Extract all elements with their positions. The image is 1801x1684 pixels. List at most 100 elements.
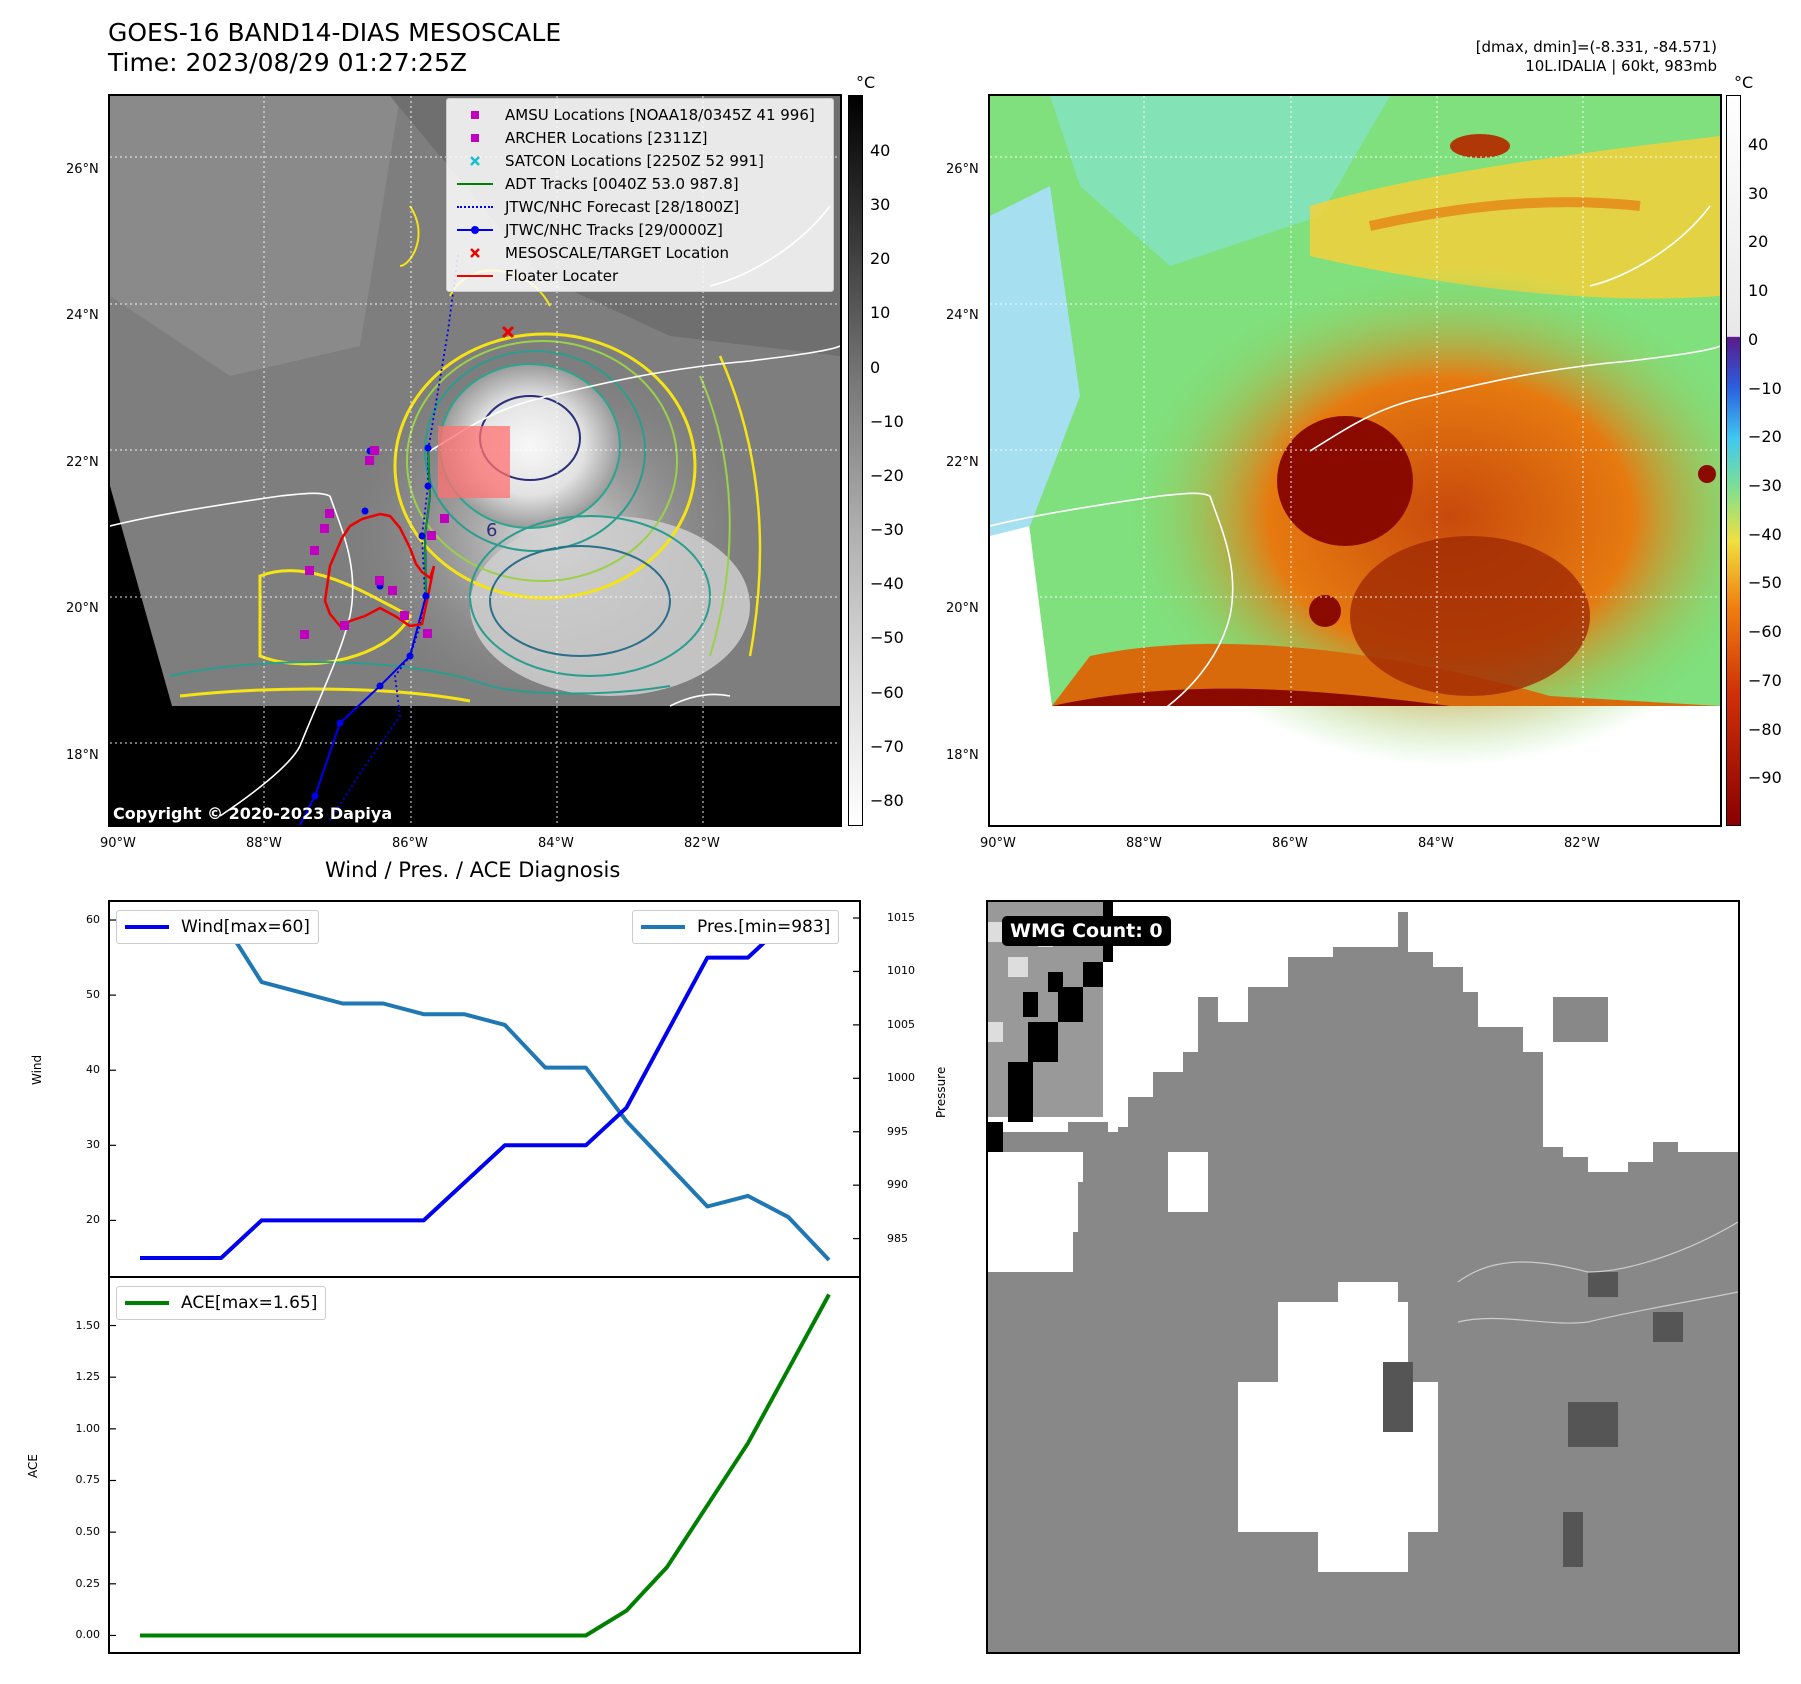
ir-color-map xyxy=(990,96,1720,825)
wmg-panel: WMG Count: 0 xyxy=(986,900,1740,1654)
ace-legend: ACE[max=1.65] xyxy=(116,1286,327,1320)
pressure-tick-label: 1000 xyxy=(887,1071,915,1085)
wind-axis-title: Wind xyxy=(30,1054,44,1085)
line-adt-icon xyxy=(455,174,495,194)
forecast-track xyxy=(327,254,459,824)
cb-tick: −10 xyxy=(1748,379,1782,398)
wmg-count-badge: WMG Count: 0 xyxy=(1002,916,1171,946)
cb-tick: −30 xyxy=(1748,476,1782,495)
legend-label: ADT Tracks [0040Z 53.0 987.8] xyxy=(505,174,739,193)
lat-label: 20°N xyxy=(66,601,99,616)
pressure-tick-label: 990 xyxy=(887,1178,908,1192)
gray-colorbar-unit: °C xyxy=(856,73,876,92)
wind-series-line xyxy=(140,918,829,1260)
chart-title: Wind / Pres. / ACE Diagnosis xyxy=(325,858,621,882)
legend-item-adt: ADT Tracks [0040Z 53.0 987.8] xyxy=(447,172,833,195)
lat-label: 18°N xyxy=(66,748,99,763)
lat-label: 22°N xyxy=(66,455,99,470)
gray-colorbar xyxy=(848,95,863,826)
wind-tick-label: 50 xyxy=(86,988,100,1002)
pressure-axis-title: Pressure xyxy=(934,1066,948,1118)
pressure-tick-label: 1015 xyxy=(887,911,915,925)
contour-value-label: 6 xyxy=(486,520,497,541)
floater-track xyxy=(323,512,436,628)
color-colorbar xyxy=(1726,95,1741,826)
cb-tick: −50 xyxy=(1748,573,1782,592)
wmg-grid xyxy=(988,902,1738,1652)
legend-label: ARCHER Locations [2311Z] xyxy=(505,128,708,147)
ace-tick-label: 0.75 xyxy=(75,1473,101,1487)
legend-item-floater: Floater Locater xyxy=(447,264,833,287)
line-dot-tracks-icon xyxy=(455,220,495,240)
cb-tick: 20 xyxy=(870,249,891,268)
wind-tick-label: 60 xyxy=(86,913,100,927)
lon-label: 82°W xyxy=(684,836,720,851)
ir-gray-map-panel: 6 AMSU Locations [NOAA18/0345Z 41 996] A… xyxy=(108,94,842,827)
cb-tick: −40 xyxy=(1748,525,1782,544)
target-x xyxy=(501,325,515,339)
lon-label: 90°W xyxy=(980,836,1016,851)
legend-label: JTWC/NHC Forecast [28/1800Z] xyxy=(505,197,740,216)
pressure-legend-swatch xyxy=(641,925,685,929)
dmax-dmin-text: [dmax, dmin]=(-8.331, -84.571) xyxy=(1475,38,1717,56)
legend-item-tracks: JTWC/NHC Tracks [29/0000Z] xyxy=(447,218,833,241)
wind-legend-swatch xyxy=(125,925,169,929)
cb-tick: −70 xyxy=(870,737,904,756)
wind-tick-label: 30 xyxy=(86,1138,100,1152)
square-amsu-icon xyxy=(455,105,495,125)
pressure-tick-label: 1010 xyxy=(887,964,915,978)
map-legend: AMSU Locations [NOAA18/0345Z 41 996] ARC… xyxy=(446,98,834,292)
lat-label: 20°N xyxy=(946,601,979,616)
x-target-icon xyxy=(455,243,495,263)
legend-label: AMSU Locations [NOAA18/0345Z 41 996] xyxy=(505,105,815,124)
lat-label: 26°N xyxy=(66,162,99,177)
lon-label: 88°W xyxy=(246,836,282,851)
pressure-tick-label: 1005 xyxy=(887,1017,915,1031)
wind-tick-label: 20 xyxy=(86,1213,100,1227)
color-colorbar-unit: °C xyxy=(1734,73,1754,92)
ace-axis-title: ACE xyxy=(26,1454,40,1478)
legend-label: MESOSCALE/TARGET Location xyxy=(505,243,730,262)
cb-tick: −30 xyxy=(870,520,904,539)
ace-tick-label: 1.50 xyxy=(75,1318,101,1332)
legend-item-satcon: SATCON Locations [2250Z 52 991] xyxy=(447,149,833,172)
lat-label: 24°N xyxy=(66,308,99,323)
lon-label: 88°W xyxy=(1126,836,1162,851)
cb-tick: 40 xyxy=(1748,135,1769,154)
cb-tick: 10 xyxy=(870,303,891,322)
cb-tick: 40 xyxy=(870,141,891,160)
legend-label: SATCON Locations [2250Z 52 991] xyxy=(505,151,764,170)
cb-tick: 30 xyxy=(870,195,891,214)
cb-tick: −20 xyxy=(870,466,904,485)
storm-info: [dmax, dmin]=(-8.331, -84.571) 10L.IDALI… xyxy=(1476,38,1717,76)
dotted-forecast-icon xyxy=(455,197,495,217)
cb-tick: 20 xyxy=(1748,232,1769,251)
wind-pressure-chart xyxy=(110,916,859,1262)
cb-tick: −90 xyxy=(1748,768,1782,787)
lat-label: 18°N xyxy=(946,748,979,763)
lon-label: 86°W xyxy=(1272,836,1308,851)
pressure-tick-label: 985 xyxy=(887,1231,908,1245)
legend-label: JTWC/NHC Tracks [29/0000Z] xyxy=(505,220,723,239)
ace-tick-label: 0.00 xyxy=(75,1628,101,1642)
ace-chart xyxy=(110,1293,831,1638)
floater-box xyxy=(438,426,510,498)
copyright-text: Copyright © 2020-2023 Dapiya xyxy=(113,804,393,823)
wind-legend-label: Wind[max=60] xyxy=(181,917,310,937)
pressure-legend-label: Pres.[min=983] xyxy=(697,917,831,937)
title-line-2: Time: 2023/08/29 01:27:25Z xyxy=(108,48,467,77)
cb-tick: −80 xyxy=(1748,720,1782,739)
lon-label: 84°W xyxy=(538,836,574,851)
legend-label: Floater Locater xyxy=(505,266,619,285)
cb-tick: −70 xyxy=(1748,671,1782,690)
cb-tick: 30 xyxy=(1748,184,1769,203)
ace-tick-label: 0.25 xyxy=(75,1576,101,1590)
cb-tick: −60 xyxy=(870,683,904,702)
legend-item-archer: ARCHER Locations [2311Z] xyxy=(447,126,833,149)
line-floater-icon xyxy=(455,266,495,286)
figure-title: GOES-16 BAND14-DIAS MESOSCALE Time: 2023… xyxy=(108,18,561,78)
cb-tick: 0 xyxy=(1748,330,1759,349)
ir-color-map-panel xyxy=(988,94,1722,827)
cb-tick: −40 xyxy=(870,574,904,593)
cb-tick: −10 xyxy=(870,412,904,431)
